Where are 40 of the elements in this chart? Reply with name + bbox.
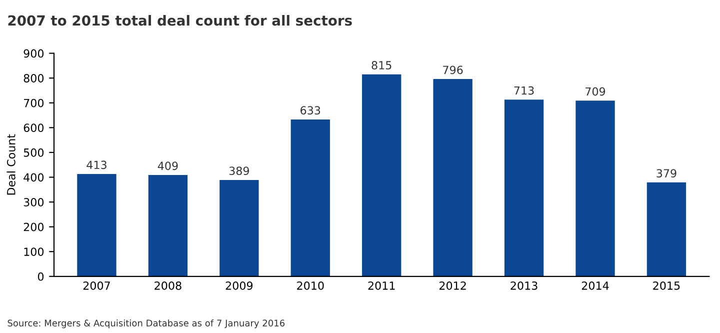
y-tick-label: 900: [24, 49, 44, 58]
y-tick-label: 400: [24, 173, 44, 182]
data-label: 796: [443, 66, 463, 74]
x-tick-label: 2014: [582, 281, 609, 290]
y-tick-label: 500: [24, 148, 44, 157]
y-tick-label: 800: [24, 74, 44, 82]
x-tick-label: 2011: [368, 281, 395, 290]
x-tick-label: 2012: [439, 281, 466, 290]
data-label: 379: [656, 169, 676, 178]
chart-title: 2007 to 2015 total deal count for all sectors: [8, 14, 352, 26]
bar: [646, 182, 686, 276]
data-label: 389: [229, 166, 249, 176]
bar: [433, 79, 472, 276]
bar: [77, 174, 116, 276]
data-label: 815: [372, 61, 392, 70]
x-tick-label: 2007: [83, 281, 110, 290]
bar: [362, 74, 402, 276]
bar: [290, 119, 330, 276]
y-tick-label: 0: [38, 272, 44, 281]
x-tick-label: 2010: [297, 281, 324, 290]
source-note: Source: Mergers & Acquisition Database as of 7 January 2016: [8, 319, 285, 328]
x-tick-label: 2015: [653, 281, 680, 290]
data-label: 633: [300, 106, 320, 115]
y-axis-title: Deal Count: [6, 134, 16, 195]
y-tick-label: 700: [24, 98, 44, 108]
bar: [504, 100, 544, 276]
data-label: 709: [586, 87, 606, 96]
x-tick-label: 2013: [510, 281, 538, 290]
data-label: 413: [86, 160, 106, 170]
bar: [220, 180, 259, 276]
y-tick-label: 600: [24, 124, 44, 132]
data-label: 713: [514, 86, 534, 95]
data-label: 409: [158, 162, 178, 170]
y-tick-label: 200: [24, 222, 44, 232]
x-tick-label: 2009: [226, 281, 253, 290]
bar: [148, 175, 188, 276]
x-tick-label: 2008: [154, 281, 182, 290]
y-tick-label: 300: [24, 198, 44, 206]
y-tick-label: 100: [24, 248, 44, 256]
bar: [576, 100, 615, 276]
